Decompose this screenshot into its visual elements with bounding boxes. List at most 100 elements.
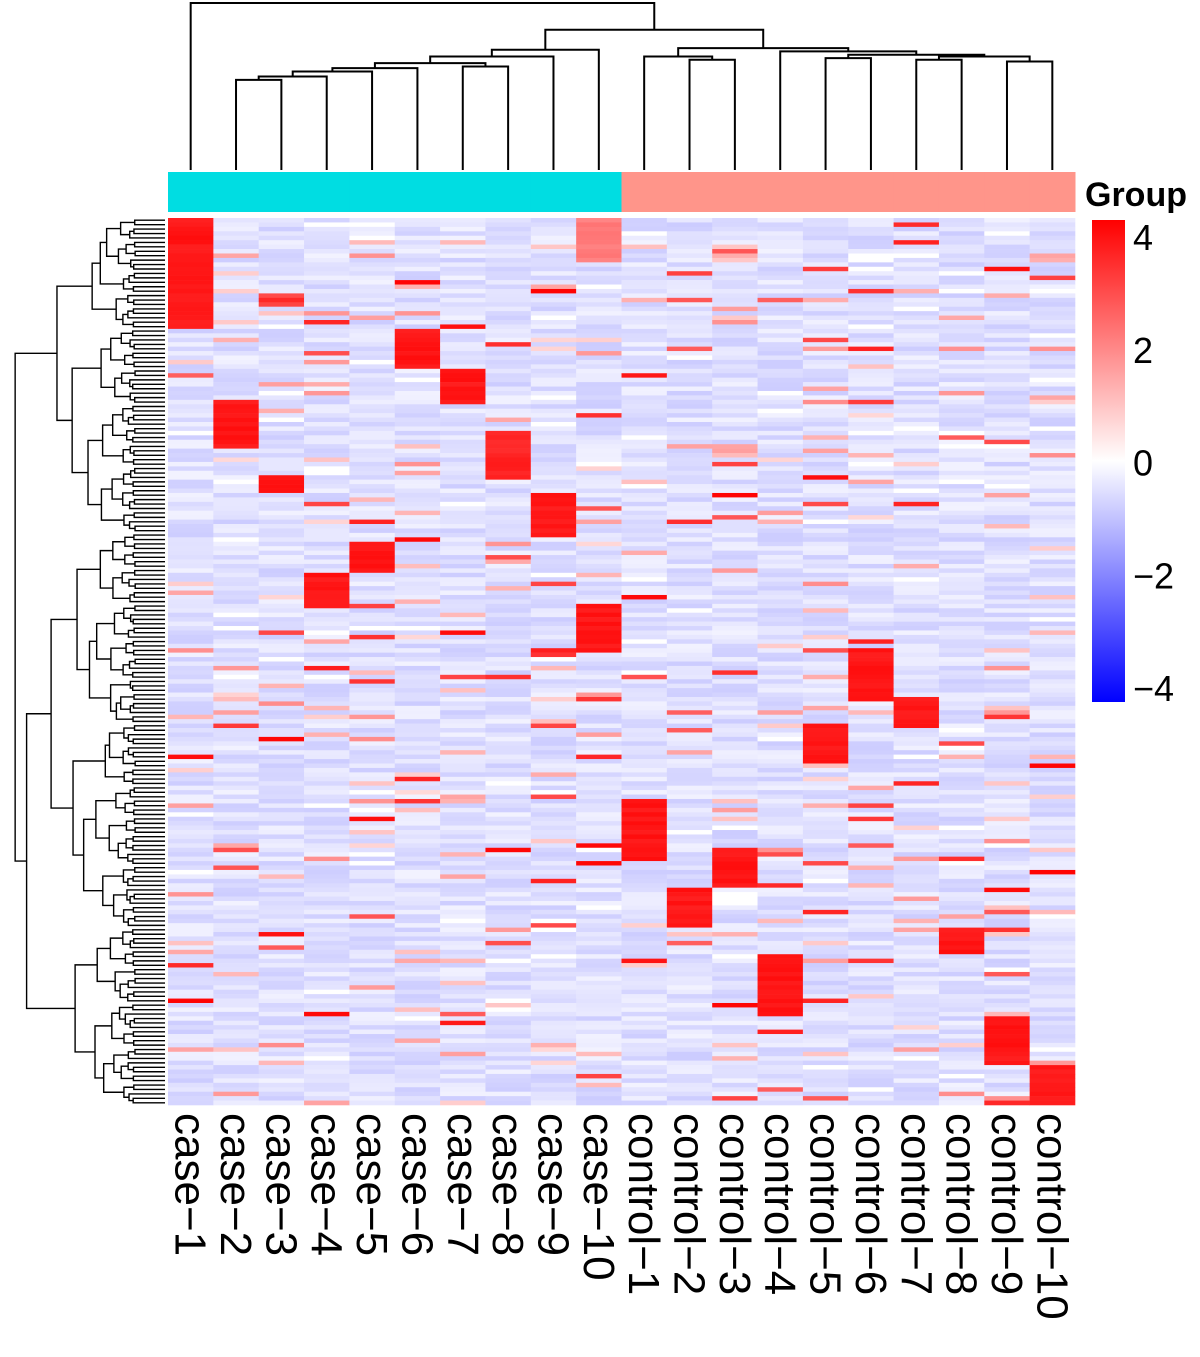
heatmap-cell — [440, 945, 486, 951]
heatmap-cell — [621, 422, 668, 427]
heatmap-cell — [757, 466, 804, 472]
heatmap-cell — [893, 812, 940, 818]
heatmap-cell — [757, 240, 804, 245]
heatmap-cell — [893, 510, 940, 516]
heatmap-cell — [984, 226, 1030, 232]
heatmap-cell — [258, 652, 305, 658]
heatmap-cell — [440, 510, 486, 516]
heatmap-cell — [757, 1056, 804, 1061]
heatmap-cell — [621, 759, 668, 764]
heatmap-cell — [576, 364, 622, 370]
heatmap-cell — [530, 657, 577, 662]
heatmap-cell — [213, 781, 259, 786]
heatmap-cell — [893, 266, 940, 272]
heatmap-cell — [666, 661, 713, 667]
dendrogram-branch — [133, 361, 165, 368]
heatmap-cell — [258, 1034, 305, 1039]
heatmap-cell — [621, 253, 668, 259]
heatmap-cell — [893, 1096, 940, 1101]
heatmap-cell — [213, 479, 259, 485]
heatmap-cell — [1029, 767, 1076, 773]
heatmap-cell — [757, 293, 804, 299]
heatmap-cell — [757, 519, 804, 525]
heatmap-cell — [757, 896, 804, 902]
heatmap-cell — [168, 639, 214, 645]
heatmap-cell — [394, 688, 441, 693]
heatmap-cell — [440, 803, 486, 809]
heatmap-cell — [576, 306, 622, 312]
dendrogram-branch — [129, 230, 165, 239]
heatmap-cell — [802, 998, 849, 1004]
column-label: control−5 — [801, 1113, 850, 1295]
heatmap-cell — [757, 1087, 804, 1092]
heatmap-cell — [984, 271, 1030, 276]
heatmap-cell — [394, 506, 441, 511]
heatmap-cell — [168, 364, 214, 370]
heatmap-cell — [168, 457, 214, 463]
heatmap-cell — [168, 816, 214, 822]
heatmap-cell — [893, 710, 940, 716]
heatmap-cell — [1029, 510, 1076, 516]
heatmap-cell — [168, 568, 214, 574]
heatmap-cell — [848, 932, 894, 937]
heatmap-cell — [757, 861, 804, 866]
heatmap-cell — [440, 546, 486, 551]
dendrogram-branch — [91, 262, 117, 310]
heatmap-cell — [485, 470, 532, 476]
heatmap-cell — [530, 989, 577, 995]
heatmap-cell — [938, 288, 985, 294]
heatmap-cell — [213, 324, 259, 330]
heatmap-cell — [304, 479, 350, 485]
heatmap-cell — [485, 235, 532, 241]
heatmap-cell — [258, 807, 305, 813]
heatmap-cell — [258, 612, 305, 618]
heatmap-cell — [213, 1065, 259, 1070]
heatmap-cell — [893, 643, 940, 649]
heatmap-cell — [349, 240, 396, 245]
heatmap-cell — [485, 577, 532, 582]
heatmap-cell — [576, 759, 622, 764]
heatmap-cell — [802, 679, 849, 684]
heatmap-cell — [757, 275, 804, 281]
heatmap-cell — [576, 634, 622, 640]
heatmap-cell — [530, 918, 577, 924]
heatmap-cell — [848, 918, 894, 924]
heatmap-cell — [802, 453, 849, 458]
heatmap-cell — [440, 608, 486, 614]
heatmap-cell — [394, 382, 441, 387]
heatmap-cell — [213, 612, 259, 618]
heatmap-cell — [1029, 790, 1076, 795]
heatmap-cell — [712, 1078, 758, 1084]
heatmap-cell — [213, 683, 259, 689]
heatmap-cell — [349, 519, 396, 525]
heatmap-cell — [530, 940, 577, 946]
heatmap-cell — [802, 594, 849, 600]
heatmap-cell — [258, 665, 305, 671]
heatmap-cell — [621, 963, 668, 968]
heatmap-cell — [576, 297, 622, 303]
heatmap-cell — [168, 1060, 214, 1066]
heatmap-cell — [530, 528, 577, 534]
heatmap-cell — [258, 603, 305, 609]
heatmap-cell — [621, 302, 668, 307]
heatmap-cell — [938, 546, 985, 551]
dendrogram-branch — [132, 286, 165, 292]
heatmap-cell — [304, 763, 350, 769]
dendrogram-branch — [133, 569, 165, 576]
heatmap-cell — [349, 262, 396, 268]
heatmap-cell — [712, 262, 758, 268]
legend-tick-label: 0 — [1133, 443, 1153, 484]
heatmap-cell — [1029, 732, 1076, 738]
heatmap-cell — [485, 958, 532, 964]
heatmap-cell — [394, 395, 441, 401]
heatmap-cell — [938, 1096, 985, 1101]
heatmap-cell — [530, 1082, 577, 1088]
heatmap-cell — [304, 333, 350, 339]
heatmap-cell — [802, 887, 849, 893]
heatmap-cell — [440, 732, 486, 738]
heatmap-cell — [304, 798, 350, 804]
heatmap-cell — [576, 430, 622, 436]
group-annotation-bar — [168, 172, 1076, 212]
heatmap-cell — [802, 603, 849, 609]
heatmap-cell — [621, 665, 668, 671]
